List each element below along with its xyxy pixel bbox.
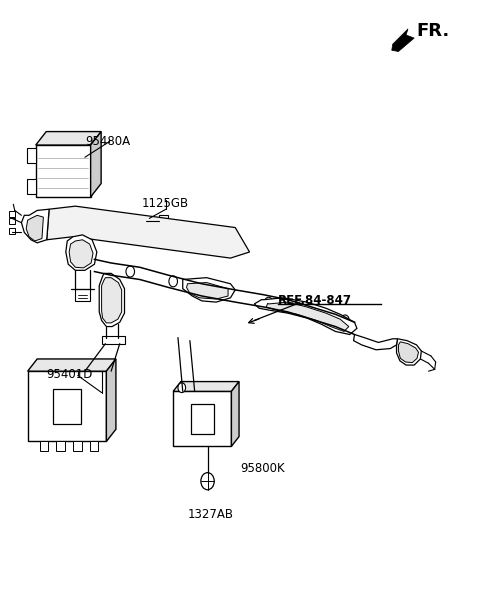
Polygon shape bbox=[28, 359, 116, 371]
Polygon shape bbox=[75, 289, 90, 301]
Circle shape bbox=[216, 287, 225, 298]
Polygon shape bbox=[231, 381, 239, 446]
Polygon shape bbox=[102, 278, 121, 323]
Polygon shape bbox=[187, 282, 228, 299]
Circle shape bbox=[264, 297, 273, 308]
Polygon shape bbox=[99, 273, 124, 327]
Polygon shape bbox=[69, 239, 93, 268]
Polygon shape bbox=[183, 278, 235, 302]
Polygon shape bbox=[102, 336, 124, 344]
Text: 1327AB: 1327AB bbox=[188, 508, 233, 521]
Text: 1125GB: 1125GB bbox=[142, 196, 189, 209]
Polygon shape bbox=[22, 209, 49, 243]
Polygon shape bbox=[90, 441, 98, 451]
Polygon shape bbox=[28, 371, 107, 441]
Polygon shape bbox=[26, 216, 43, 241]
Circle shape bbox=[126, 266, 134, 277]
Polygon shape bbox=[254, 298, 357, 335]
Polygon shape bbox=[27, 179, 36, 194]
Circle shape bbox=[341, 315, 349, 326]
Polygon shape bbox=[66, 235, 97, 270]
Polygon shape bbox=[9, 211, 15, 217]
Polygon shape bbox=[398, 342, 419, 363]
Polygon shape bbox=[159, 216, 168, 228]
Circle shape bbox=[201, 473, 214, 490]
Circle shape bbox=[312, 307, 321, 318]
Polygon shape bbox=[134, 218, 145, 225]
Polygon shape bbox=[73, 441, 82, 451]
Circle shape bbox=[169, 276, 178, 287]
Polygon shape bbox=[191, 404, 214, 433]
Polygon shape bbox=[53, 389, 81, 424]
Polygon shape bbox=[91, 131, 101, 197]
Polygon shape bbox=[9, 219, 15, 225]
Text: FR.: FR. bbox=[417, 21, 450, 40]
Polygon shape bbox=[56, 441, 65, 451]
Polygon shape bbox=[173, 391, 231, 446]
Text: 95480A: 95480A bbox=[85, 136, 130, 149]
Polygon shape bbox=[36, 145, 91, 197]
Polygon shape bbox=[9, 228, 15, 234]
Polygon shape bbox=[107, 359, 116, 441]
Polygon shape bbox=[36, 131, 101, 145]
Polygon shape bbox=[27, 148, 36, 163]
Polygon shape bbox=[354, 335, 397, 350]
Circle shape bbox=[178, 383, 186, 392]
Polygon shape bbox=[39, 441, 48, 451]
Polygon shape bbox=[266, 302, 349, 332]
Text: 95401D: 95401D bbox=[47, 368, 93, 381]
Polygon shape bbox=[173, 381, 239, 391]
Polygon shape bbox=[392, 29, 414, 52]
Text: 95800K: 95800K bbox=[240, 462, 285, 475]
Polygon shape bbox=[396, 339, 421, 365]
Text: REF.84-847: REF.84-847 bbox=[278, 294, 352, 308]
Polygon shape bbox=[47, 206, 250, 258]
